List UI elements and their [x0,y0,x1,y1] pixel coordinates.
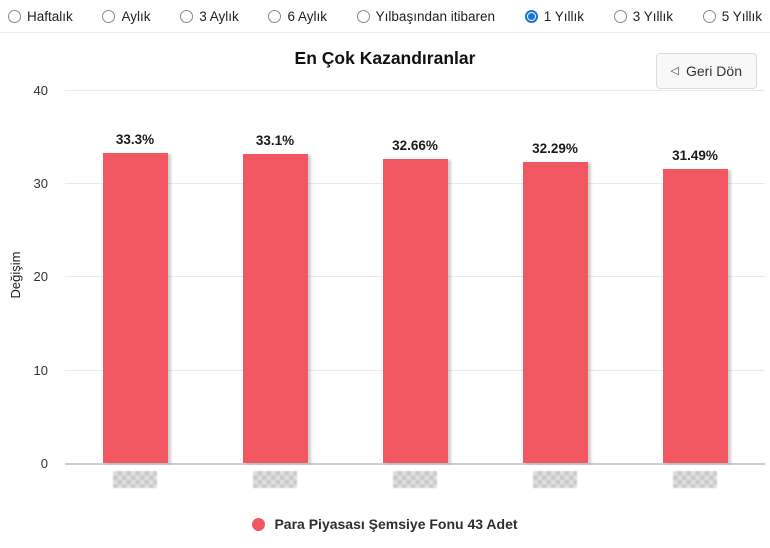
legend-label: Para Piyasası Şemsiye Fonu 43 Adet [274,516,518,532]
bar-value-label: 32.66% [392,137,438,153]
bar[interactable] [522,161,588,464]
y-tick-label: 0 [40,456,48,471]
bar[interactable] [662,169,728,464]
back-button-label: Geri Dön [685,63,742,79]
radio-icon [180,9,194,23]
bar-value-label: 32.29% [532,140,578,156]
bar[interactable] [102,152,168,464]
period-radio-aylık[interactable]: Aylık [102,8,151,24]
radio-icon [356,9,370,23]
x-axis-label-redacted [673,470,717,488]
bar-value-label: 33.1% [255,133,295,149]
period-radio-6-aylık[interactable]: 6 Aylık [268,9,327,24]
period-radio-label: 5 Yıllık [721,8,762,24]
radio-icon [268,9,282,23]
bar-value-label: 33.3% [115,131,155,147]
bar[interactable] [242,154,308,464]
period-radio-3-aylık[interactable]: 3 Aylık [180,9,239,24]
period-radio-1-yıllık[interactable]: 1 Yıllık [524,8,584,24]
radio-icon [613,9,627,23]
chart-title: En Çok Kazandıranlar [294,48,476,68]
radio-icon [102,9,116,23]
back-arrow-icon: ◁ [670,64,679,77]
y-tick-label: 20 [33,269,48,285]
period-radio-label: Yılbaşından itibaren [375,8,496,24]
radio-icon [524,9,538,23]
bar-value-label: 31.49% [672,148,718,164]
x-axis-label-redacted [393,470,437,488]
x-axis-label-redacted [533,470,577,488]
period-radio-5-yıllık[interactable]: 5 Yıllık [702,8,762,24]
period-radio-label: Aylık [121,8,151,24]
period-radio-label: 3 Aylık [199,8,239,24]
legend-marker-icon [252,517,266,531]
period-radio-label: 1 Yıllık [543,8,584,24]
period-radio-haftalık[interactable]: Haftalık [8,9,73,24]
y-tick-label: 30 [33,175,48,191]
x-axis-line [65,462,765,465]
period-selector-toolbar: Haftalık Aylık 3 Aylık 6 Aylık Yılbaşından i… [0,0,770,33]
legend-item[interactable]: Para Piyasası Şemsiye Fonu 43 Adet [0,512,770,536]
period-radio-label: Haftalık [27,8,73,24]
period-radio-label: 6 Aylık [287,8,327,24]
bar[interactable] [382,158,448,464]
x-axis-label-redacted [113,470,157,488]
y-tick-label: 10 [33,362,48,378]
back-button[interactable]: ◁ Geri Dön [655,53,757,89]
period-radio-yılbaşından-itibaren[interactable]: Yılbaşından itibaren [356,8,496,24]
radio-icon [702,9,716,23]
x-axis-label-redacted [253,470,297,488]
y-tick-label: 40 [33,82,48,98]
radio-icon [8,9,21,23]
period-radio-3-yıllık[interactable]: 3 Yıllık [613,8,673,24]
period-radio-label: 3 Yıllık [632,8,673,24]
gridline [65,89,765,91]
